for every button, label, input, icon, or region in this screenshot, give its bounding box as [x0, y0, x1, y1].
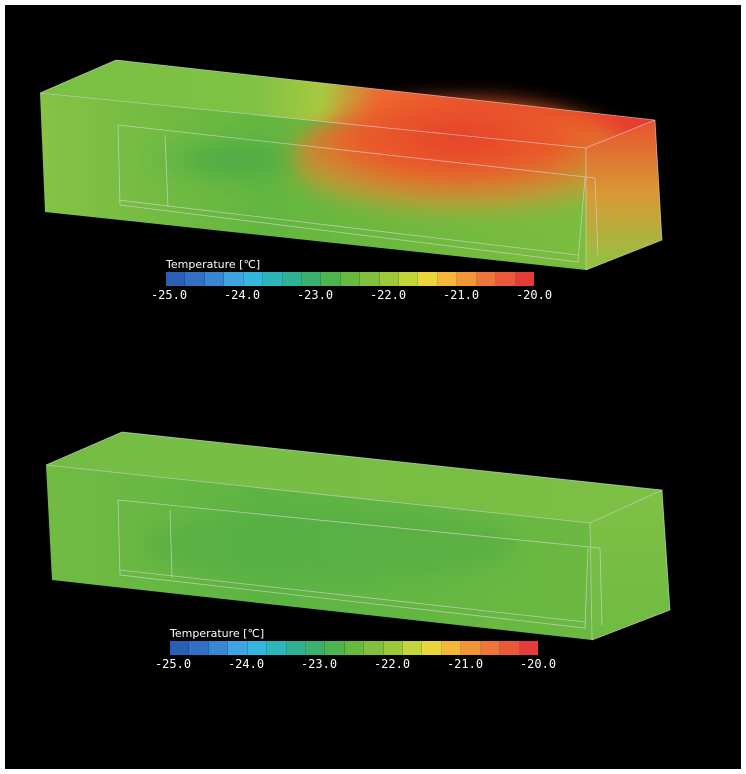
legend-title: Temperature [℃] [170, 627, 265, 640]
colorbar-cell [500, 641, 520, 655]
colorbar-cell [325, 641, 345, 655]
colorbar-cell [204, 272, 225, 286]
colorbar-cell [344, 641, 365, 655]
colorbar-cell [360, 272, 380, 286]
tick-label: -22.0 [373, 657, 411, 671]
colorbar-cell [437, 272, 458, 286]
cool-region [140, 510, 520, 580]
tick-label: -23.0 [296, 288, 334, 302]
colorbar-cell [399, 272, 419, 286]
legend-title: Temperature [℃] [166, 258, 261, 271]
box-side-face [586, 120, 662, 270]
colorbar-cell [480, 641, 501, 655]
colorbar-cell [422, 641, 442, 655]
tick-label: -24.0 [223, 288, 261, 302]
colorbar-cell [364, 641, 384, 655]
colorbar-cell [185, 272, 205, 286]
colorbar-cell [383, 641, 404, 655]
box-top-face [46, 432, 662, 523]
colorbar-cell [228, 641, 248, 655]
box-render-top [39, 59, 663, 271]
colorbar [166, 272, 535, 286]
colorbar-cell [515, 272, 535, 286]
box-render-bottom [45, 431, 671, 641]
tick-label: -20.0 [519, 657, 557, 671]
colorbar-cell [208, 641, 229, 655]
tick-label: -21.0 [446, 657, 484, 671]
tick-label: -25.0 [154, 657, 192, 671]
colorbar-cell [166, 272, 186, 286]
colorbar-cell [441, 641, 462, 655]
cool-region [140, 135, 320, 185]
colorbar-cell [403, 641, 423, 655]
box-side-face [590, 490, 670, 640]
tick-label: -22.0 [369, 288, 407, 302]
colorbar [170, 641, 539, 655]
colorbar-cell [301, 272, 322, 286]
colorbar-cell [263, 272, 283, 286]
colorbar-cell [519, 641, 539, 655]
colorbar-cell [243, 272, 264, 286]
colorbar-cell [457, 272, 477, 286]
colorbar-cell [282, 272, 302, 286]
colorbar-cell [496, 272, 516, 286]
colorbar-cell [418, 272, 438, 286]
colorbar-cell [247, 641, 268, 655]
colorbar-cell [189, 641, 209, 655]
tick-label: -20.0 [515, 288, 553, 302]
colorbar-cell [340, 272, 361, 286]
tick-label: -21.0 [442, 288, 480, 302]
colorbar-cell [321, 272, 341, 286]
hot-region [290, 100, 630, 220]
colorbar-legend: Temperature [℃] -25.0 -24.0 -23.0 -22.0 … [155, 627, 556, 677]
colorbar-cell [461, 641, 481, 655]
colorbar-legend: Temperature [℃] -25.0 -24.0 -23.0 -22.0 … [151, 258, 552, 308]
colorbar-cell [476, 272, 497, 286]
tick-label: -23.0 [300, 657, 338, 671]
colorbar-cell [224, 272, 244, 286]
colorbar-cell [286, 641, 306, 655]
colorbar-cell [267, 641, 287, 655]
colorbar-cell [305, 641, 326, 655]
tick-label: -25.0 [150, 288, 188, 302]
colorbar-cell [379, 272, 400, 286]
tick-label: -24.0 [227, 657, 265, 671]
colorbar-cell [170, 641, 190, 655]
